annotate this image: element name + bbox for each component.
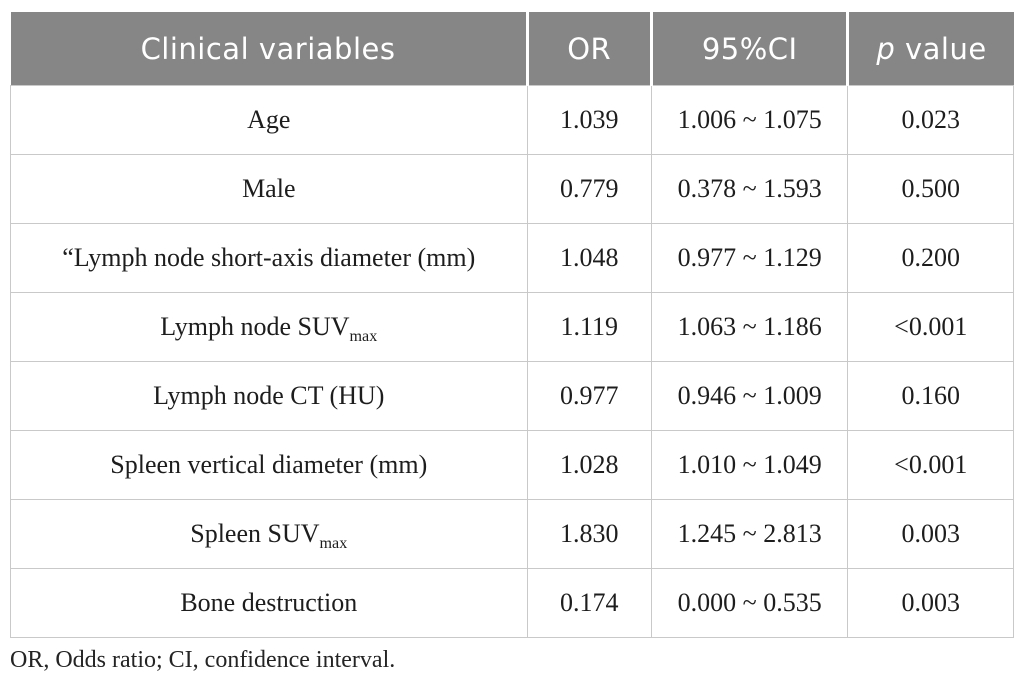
table-row: Spleen SUVmax 1.830 1.245 ~ 2.813 0.003 xyxy=(10,499,1014,569)
cell-variable: Age xyxy=(10,85,528,155)
variable-label: Spleen SUV xyxy=(190,519,320,548)
cell-or: 1.048 xyxy=(526,223,652,293)
cell-p: <0.001 xyxy=(847,430,1014,500)
cell-variable: “Lymph node short-axis diameter (mm) xyxy=(10,223,528,293)
variable-label: Lymph node SUV xyxy=(160,312,350,341)
cell-p: 0.200 xyxy=(847,223,1014,293)
table-row: Spleen vertical diameter (mm) 1.028 1.01… xyxy=(10,430,1014,500)
cell-ci: 1.063 ~ 1.186 xyxy=(650,292,849,362)
regression-table: Clinical variables OR 95%CI p value Age … xyxy=(10,12,1014,638)
cell-or: 1.028 xyxy=(526,430,652,500)
cell-p: <0.001 xyxy=(847,292,1014,362)
cell-p: 0.003 xyxy=(847,499,1014,569)
cell-p: 0.023 xyxy=(847,85,1014,155)
variable-label: “Lymph node short-axis diameter (mm) xyxy=(62,243,476,272)
variable-label: Age xyxy=(247,105,291,134)
table-header: Clinical variables OR 95%CI p value xyxy=(10,12,1014,86)
variable-label: Lymph node CT (HU) xyxy=(153,381,385,410)
col-header-p-value: p value xyxy=(846,12,1014,86)
cell-variable: Lymph node SUVmax xyxy=(10,292,528,362)
variable-label: Male xyxy=(242,174,296,203)
cell-ci: 0.378 ~ 1.593 xyxy=(650,154,849,224)
table-row: Lymph node CT (HU) 0.977 0.946 ~ 1.009 0… xyxy=(10,361,1014,431)
variable-label: Bone destruction xyxy=(180,588,358,617)
cell-ci: 1.245 ~ 2.813 xyxy=(650,499,849,569)
cell-variable: Bone destruction xyxy=(10,568,528,638)
cell-ci: 0.000 ~ 0.535 xyxy=(650,568,849,638)
cell-variable: Male xyxy=(10,154,528,224)
variable-label: Spleen vertical diameter (mm) xyxy=(110,450,428,479)
variable-subscript: max xyxy=(349,328,378,346)
p-value-rest: value xyxy=(895,31,987,66)
table-row: Male 0.779 0.378 ~ 1.593 0.500 xyxy=(10,154,1014,224)
col-header-clinical-variables: Clinical variables xyxy=(10,12,528,86)
cell-variable: Spleen vertical diameter (mm) xyxy=(10,430,528,500)
table-row: “Lymph node short-axis diameter (mm) 1.0… xyxy=(10,223,1014,293)
col-header-or: OR xyxy=(525,12,652,86)
regression-table-figure: Clinical variables OR 95%CI p value Age … xyxy=(10,12,1014,674)
variable-subscript: max xyxy=(319,535,348,553)
cell-p: 0.003 xyxy=(847,568,1014,638)
cell-p: 0.160 xyxy=(847,361,1014,431)
cell-ci: 1.006 ~ 1.075 xyxy=(650,85,849,155)
cell-or: 0.977 xyxy=(526,361,652,431)
col-header-95ci: 95%CI xyxy=(649,12,848,86)
cell-p: 0.500 xyxy=(847,154,1014,224)
cell-ci: 0.946 ~ 1.009 xyxy=(650,361,849,431)
cell-ci: 0.977 ~ 1.129 xyxy=(650,223,849,293)
cell-variable: Lymph node CT (HU) xyxy=(10,361,528,431)
cell-or: 0.174 xyxy=(526,568,652,638)
p-value-italic-p: p xyxy=(876,31,896,66)
cell-or: 1.119 xyxy=(526,292,652,362)
table-footnote: OR, Odds ratio; CI, confidence interval. xyxy=(10,647,396,673)
cell-or: 1.830 xyxy=(526,499,652,569)
cell-ci: 1.010 ~ 1.049 xyxy=(650,430,849,500)
cell-or: 0.779 xyxy=(526,154,652,224)
table-row: Age 1.039 1.006 ~ 1.075 0.023 xyxy=(10,85,1014,155)
cell-or: 1.039 xyxy=(526,85,652,155)
table-row: Bone destruction 0.174 0.000 ~ 0.535 0.0… xyxy=(10,568,1014,638)
header-row: Clinical variables OR 95%CI p value xyxy=(10,12,1014,86)
table-row: Lymph node SUVmax 1.119 1.063 ~ 1.186 <0… xyxy=(10,292,1014,362)
cell-variable: Spleen SUVmax xyxy=(10,499,528,569)
table-body: Age 1.039 1.006 ~ 1.075 0.023 Male 0.779… xyxy=(10,85,1014,638)
